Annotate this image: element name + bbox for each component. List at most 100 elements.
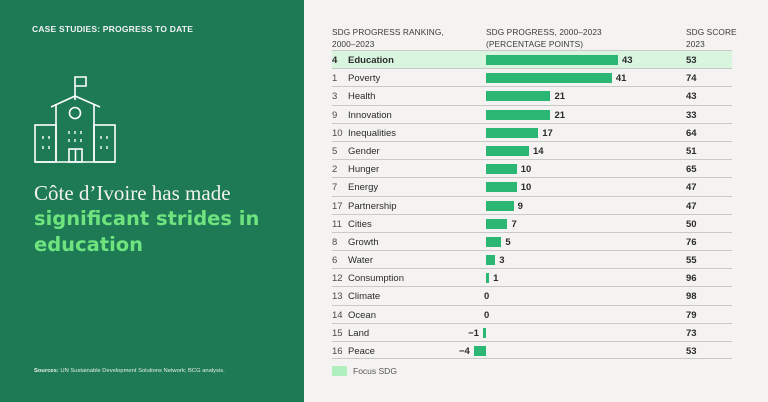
headline-highlight: significant strides in education	[34, 207, 260, 256]
progress-bar	[486, 91, 551, 102]
rank-value: 4	[332, 55, 338, 66]
score-value: 47	[686, 182, 697, 194]
sdg-table: 4 Education 43 5 3 1 Poverty 41 74 3 Health 21 43 9 In…	[332, 50, 732, 360]
score-value: 74	[686, 73, 697, 85]
rank-value: 13	[332, 291, 343, 303]
progress-bar	[486, 55, 618, 65]
progress-bar	[486, 182, 517, 193]
rank-value: 3	[332, 91, 338, 103]
category-label: Peace	[348, 346, 375, 357]
header-rank-line-1: SDG PROGRESS RANKING,	[332, 27, 444, 37]
bar-value-label: 21	[554, 91, 566, 103]
rank-value: 5	[332, 145, 338, 157]
chart-panel: SDG PROGRESS RANKING, 2000–2023 SDG PROG…	[304, 0, 768, 402]
rank-value: 10	[332, 127, 343, 139]
header-progress-line-1: SDG PROGRESS, 2000–2023	[486, 27, 602, 37]
score-value: 79	[686, 309, 697, 321]
bar-value-label: 21	[554, 109, 566, 121]
category-label: Inequalities	[348, 127, 397, 139]
progress-bar	[486, 200, 514, 211]
bar-value-label: 0	[484, 291, 490, 303]
category-label: Education	[348, 55, 394, 66]
progress-bar	[486, 218, 508, 229]
header-progress-line-2: (PERCENTAGE POINTS)	[486, 39, 584, 49]
bar-value-label: 10	[520, 182, 532, 194]
rank-value: 14	[332, 309, 343, 321]
score-value: 64	[686, 127, 697, 139]
score-value: 55	[686, 255, 697, 267]
table-row: 2 Hunger 10 65	[332, 159, 732, 177]
category-label: Land	[348, 327, 370, 339]
table-row: 10 Inequalities 17 64	[332, 122, 732, 141]
table-row: 14 Ocean 0 79	[332, 304, 732, 323]
score-value: 33	[686, 109, 697, 121]
category-label: Poverty	[348, 73, 381, 85]
table-row: 7 Energy 10 47	[332, 177, 732, 195]
eyebrow-label: CASE STUDIES: PROGRESS TO DATE	[32, 24, 194, 34]
bar-value-label: 43	[622, 55, 633, 66]
table-row: 13 Climate 0 98	[332, 286, 732, 304]
rank-value: 9	[332, 109, 338, 121]
category-label: Hunger	[348, 164, 380, 176]
score-value: 43	[686, 91, 697, 103]
progress-bar	[486, 255, 496, 266]
table-row: 1 Poverty 41 74	[332, 68, 732, 86]
category-label: Growth	[348, 236, 379, 248]
rank-value: 2	[332, 164, 338, 176]
table-row: 3 Health 21 43	[332, 86, 732, 104]
progress-bar	[473, 346, 486, 356]
headline: Côte d’Ivoire has made significant strid…	[34, 180, 294, 258]
table-row: 11 Cities 7 50	[332, 213, 732, 232]
sources-label: Sources:	[34, 368, 59, 374]
bar-value-label: 7	[511, 218, 517, 230]
school-building-icon	[34, 76, 116, 163]
left-panel: CASE STUDIES: PROGRESS TO DATE Côte d’Iv…	[0, 0, 304, 402]
legend-label: Focus SDG	[353, 366, 397, 376]
category-label: Innovation	[348, 109, 392, 121]
table-row: 17 Partnership 9 47	[332, 195, 732, 214]
bar-value-label: 5	[505, 236, 511, 248]
bar-value-label: 14	[532, 145, 544, 157]
rank-value: 17	[332, 200, 343, 212]
progress-bar	[482, 327, 486, 338]
category-label: Health	[348, 91, 376, 103]
progress-bar	[486, 127, 539, 138]
table-row: 4 Education 43 53	[332, 50, 732, 69]
progress-bar	[486, 73, 612, 84]
category-label: Climate	[348, 291, 381, 303]
header-rank: SDG PROGRESS RANKING, 2000–2023	[332, 26, 444, 50]
header-score: SDG SCORE 2023	[686, 26, 737, 50]
table-row: 5 Gender 14 51	[332, 140, 732, 159]
bar-value-label: 41	[615, 73, 627, 85]
category-label: Partnership	[348, 200, 397, 212]
rank-value: 15	[332, 327, 343, 339]
table-row: 6 Water 3 55	[332, 250, 732, 268]
header-score-line-2: 2023	[686, 39, 705, 49]
header-rank-line-2: 2000–2023	[332, 39, 375, 49]
score-value: 76	[686, 236, 697, 248]
table-row: 16 Peace −4 53	[332, 341, 732, 360]
score-value: 65	[686, 164, 697, 176]
headline-line-1: Côte d’Ivoire has made	[34, 181, 231, 205]
progress-bar	[486, 109, 551, 120]
category-label: Consumption	[348, 273, 404, 285]
progress-bar	[486, 145, 529, 156]
rank-value: 11	[332, 218, 342, 230]
header-progress: SDG PROGRESS, 2000–2023 (PERCENTAGE POIN…	[486, 26, 602, 50]
category-label: Ocean	[348, 309, 376, 321]
score-value: 47	[686, 200, 697, 212]
category-label: Water	[348, 255, 373, 267]
bar-value-label: 1	[493, 273, 499, 285]
rank-value: 7	[332, 182, 338, 194]
bar-value-label: −1	[468, 327, 479, 339]
bar-value-label: 17	[542, 127, 553, 139]
legend-swatch-focus	[332, 366, 347, 376]
bar-value-label: −4	[458, 346, 470, 357]
table-row: 15 Land −1 73	[332, 322, 732, 341]
score-value: 73	[686, 327, 697, 339]
score-value: 50	[686, 218, 697, 230]
category-label: Gender	[348, 145, 380, 157]
score-value: 98	[686, 291, 697, 303]
score-value: 96	[686, 273, 697, 285]
category-label: Energy	[348, 182, 379, 194]
